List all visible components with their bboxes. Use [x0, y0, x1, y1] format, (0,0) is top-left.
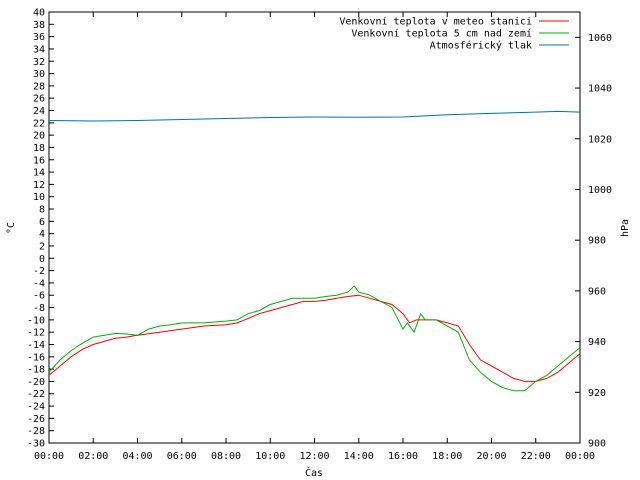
y-right-tick-label: 920 [588, 388, 606, 399]
y-left-tick-label: -22 [27, 389, 45, 400]
x-tick-label: 16:00 [388, 451, 418, 462]
y-right-axis-label: hPa [620, 219, 631, 237]
y-left-axis: 4038363432302826242220181614121086420-2-… [27, 8, 54, 450]
y-right-tick-label: 900 [588, 439, 606, 450]
y-left-tick-label: 14 [33, 168, 45, 179]
y-left-tick-label: 28 [33, 81, 45, 92]
y-left-tick-label: 30 [33, 69, 45, 80]
y-left-tick-label: 40 [33, 8, 45, 19]
y-right-tick-label: 940 [588, 337, 606, 348]
y-right-tick-label: 980 [588, 236, 606, 247]
y-left-tick-label: 34 [33, 44, 45, 55]
y-right-tick-label: 1060 [588, 33, 612, 44]
y-right-tick-label: 1000 [588, 185, 612, 196]
y-left-tick-label: 2 [39, 241, 45, 252]
legend-label-3: Atmosférický tlak [430, 40, 532, 52]
series-line-1 [48, 294, 581, 382]
y-left-tick-label: -14 [27, 340, 45, 351]
x-tick-label: 12:00 [299, 451, 329, 462]
y-left-tick-label: 4 [39, 229, 45, 240]
x-axis: 00:00 02:00 04:00 06:00 08:00 10:00 12:00 14:00… [34, 12, 595, 462]
y-left-tick-label: -16 [27, 352, 45, 363]
y-left-tick-label: -12 [27, 328, 45, 339]
x-tick-label: 00:00 [565, 451, 595, 462]
y-right-tick-label: 1020 [588, 134, 612, 145]
y-left-tick-label: 10 [33, 192, 45, 203]
legend: Venkovní teplota v meteo staniciVenkovní… [339, 16, 569, 52]
x-tick-label: 20:00 [476, 451, 506, 462]
y-left-tick-label: 22 [33, 118, 45, 129]
y-left-tick-label: 32 [33, 57, 45, 68]
y-left-tick-label: -18 [27, 365, 45, 376]
series-line-2 [48, 285, 581, 392]
y-left-tick-label: 8 [39, 205, 45, 216]
x-tick-label: 10:00 [255, 451, 285, 462]
y-left-axis-label: °C [6, 222, 17, 234]
y-left-tick-label: -10 [27, 315, 45, 326]
series-lines [48, 110, 581, 392]
x-tick-label: 18:00 [432, 451, 462, 462]
y-left-tick-label: -26 [27, 414, 45, 425]
legend-label-2: Venkovní teplota 5 cm nad zemí [351, 28, 532, 40]
legend-label-1: Venkovní teplota v meteo stanici [339, 16, 532, 28]
x-tick-label: 02:00 [78, 451, 108, 462]
y-left-tick-label: 18 [33, 143, 45, 154]
y-left-tick-label: 38 [33, 20, 45, 31]
y-left-tick-label: -24 [27, 402, 45, 413]
y-left-tick-label: -6 [33, 291, 45, 302]
x-tick-label: 00:00 [34, 451, 64, 462]
y-left-tick-label: -2 [33, 266, 45, 277]
y-right-tick-label: 960 [588, 286, 606, 297]
x-tick-label: 04:00 [122, 451, 152, 462]
y-left-tick-label: 6 [39, 217, 45, 228]
x-tick-label: 22:00 [521, 451, 551, 462]
y-left-tick-label: 12 [33, 180, 45, 191]
y-left-tick-label: 24 [33, 106, 45, 117]
y-left-tick-label: 20 [33, 131, 45, 142]
x-axis-label: Čas [305, 466, 323, 479]
series-line-3 [48, 110, 581, 122]
y-left-tick-label: -4 [33, 278, 45, 289]
y-left-tick-label: 0 [39, 254, 45, 265]
y-left-tick-label: -28 [27, 426, 45, 437]
x-tick-label: 14:00 [344, 451, 374, 462]
y-left-tick-label: -30 [27, 439, 45, 450]
y-left-tick-label: -8 [33, 303, 45, 314]
x-tick-label: 06:00 [167, 451, 197, 462]
y-right-tick-label: 1040 [588, 84, 612, 95]
x-tick-label: 08:00 [211, 451, 241, 462]
y-left-tick-label: 16 [33, 155, 45, 166]
y-left-tick-label: -20 [27, 377, 45, 388]
y-left-tick-label: 36 [33, 32, 45, 43]
y-right-axis: 1060 1040 1020 1000 980 960 940 920 900 [575, 33, 612, 450]
y-left-tick-label: 26 [33, 94, 45, 105]
